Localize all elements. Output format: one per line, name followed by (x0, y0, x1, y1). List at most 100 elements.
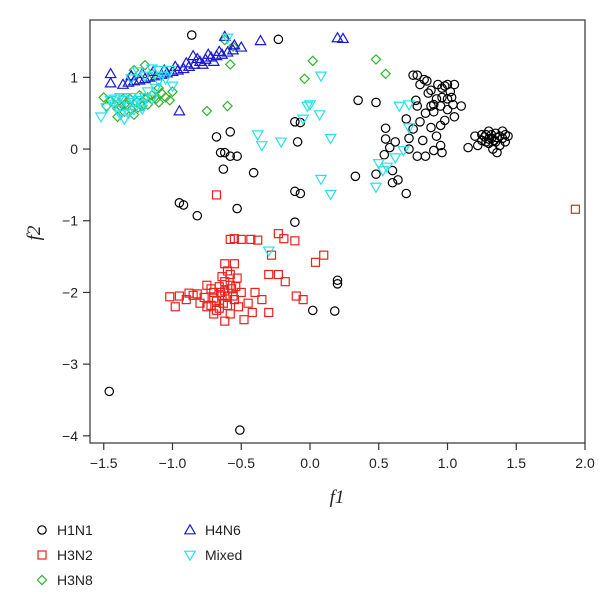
data-point (136, 104, 149, 116)
data-point (290, 236, 300, 246)
data-point (273, 269, 283, 280)
data-point (439, 115, 450, 126)
data-point (201, 105, 213, 117)
data-point (145, 94, 159, 106)
data-point (319, 250, 329, 260)
x-tick-label: 1.5 (507, 455, 527, 471)
data-point (180, 56, 193, 68)
data-point (290, 186, 300, 197)
data-point (303, 100, 317, 111)
data-point (127, 98, 141, 109)
legend-item-mixed: Mixed (183, 547, 242, 563)
data-point (324, 133, 337, 145)
data-point (412, 101, 423, 111)
data-point (229, 259, 239, 269)
legend-label: H3N2 (57, 547, 93, 563)
data-point (298, 295, 308, 305)
data-point (274, 137, 288, 149)
data-point (221, 33, 234, 45)
data-point (332, 279, 343, 289)
data-point (301, 101, 314, 113)
data-point (353, 95, 363, 106)
data-point (165, 292, 175, 302)
data-point (295, 188, 306, 199)
data-point (155, 71, 168, 83)
data-point (122, 101, 135, 113)
data-point (251, 130, 264, 142)
data-point (246, 234, 256, 244)
data-point (412, 70, 423, 81)
data-point (431, 131, 442, 141)
data-point (371, 97, 381, 108)
data-point (225, 151, 236, 162)
data-point (118, 114, 131, 126)
data-point (186, 30, 197, 40)
data-point (389, 153, 402, 165)
data-point (186, 49, 200, 61)
series-h4n6 (104, 30, 350, 116)
data-point (310, 257, 321, 267)
x-tick-label: −1.0 (159, 455, 187, 471)
data-point (307, 305, 318, 316)
legend-label: Mixed (205, 547, 242, 563)
data-point (379, 149, 390, 160)
data-point (177, 62, 190, 74)
data-point (94, 112, 108, 124)
data-point (456, 101, 467, 111)
data-point (314, 71, 328, 83)
x-tick-label: 0.0 (300, 455, 320, 471)
data-point (239, 315, 249, 325)
data-point (307, 55, 319, 67)
data-point (202, 48, 215, 59)
data-point (273, 34, 284, 45)
data-point (426, 122, 436, 133)
data-point (280, 277, 290, 287)
series-h3n2 (165, 190, 580, 326)
data-point (164, 94, 176, 106)
x-tick-label: 1.0 (438, 455, 458, 471)
x-axis: −1.5 −1.0 −0.5 0.0 0.5 1.0 1.5 2.0 (90, 443, 595, 471)
y-tick-label: −3 (62, 356, 78, 372)
data-point (404, 144, 414, 154)
data-point (376, 166, 390, 177)
data-point (290, 117, 300, 127)
data-point (264, 307, 274, 318)
legend-item-h4n6: H4N6 (183, 522, 241, 538)
data-point (401, 188, 412, 199)
series-mixed (94, 33, 416, 258)
y-axis: 1 0 −1 −2 −3 −4 (62, 69, 90, 444)
data-point (314, 174, 328, 186)
data-point (193, 55, 207, 66)
data-point (214, 303, 224, 313)
data-point (215, 147, 226, 158)
data-point (449, 79, 460, 90)
data-point (479, 132, 490, 142)
data-point (431, 94, 442, 104)
data-point (350, 171, 361, 182)
data-point (371, 169, 381, 179)
x-tick-label: −0.5 (227, 455, 255, 471)
data-point (380, 123, 391, 134)
data-point (446, 92, 457, 103)
data-point (233, 302, 244, 312)
data-point (402, 100, 416, 111)
data-point (160, 91, 172, 103)
data-point (211, 190, 222, 200)
data-point (224, 59, 236, 70)
legend-marker (36, 574, 48, 586)
series-h1n1 (104, 30, 513, 435)
data-point (152, 65, 165, 77)
data-point (384, 142, 395, 153)
data-point (437, 147, 447, 158)
data-point (170, 302, 180, 312)
data-point (232, 203, 242, 214)
data-point (213, 45, 226, 56)
data-point (243, 298, 253, 308)
data-point (437, 92, 447, 103)
data-point (191, 52, 204, 64)
y-tick-label: −1 (62, 213, 78, 229)
data-point (207, 55, 220, 66)
data-point (173, 104, 186, 116)
data-point (428, 99, 439, 110)
